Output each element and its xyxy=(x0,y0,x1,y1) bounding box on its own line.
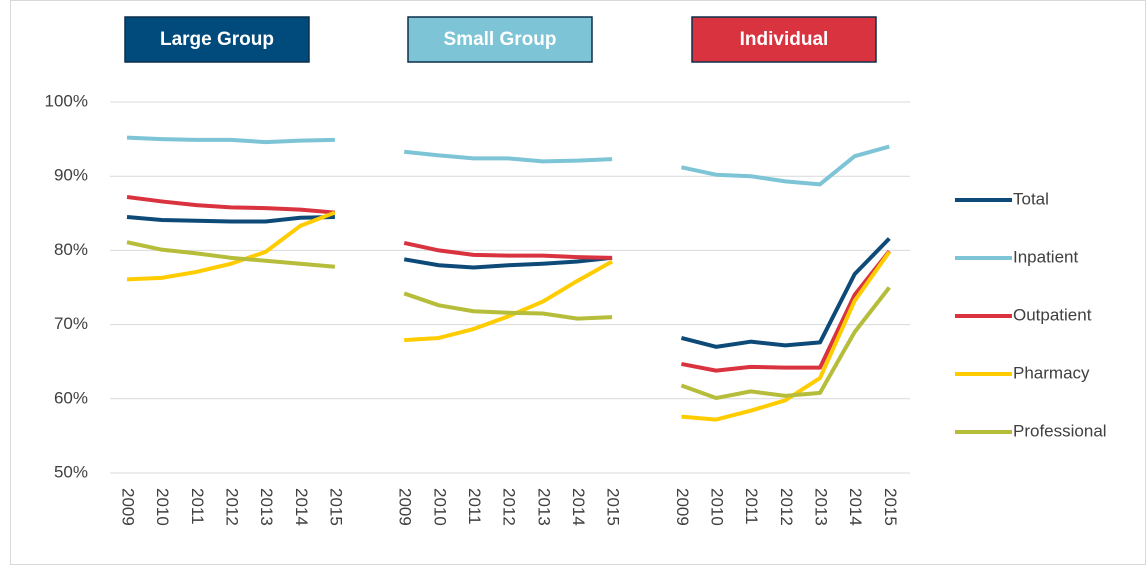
legend-label: Inpatient xyxy=(1013,247,1078,266)
x-tick-label: 2013 xyxy=(534,488,553,526)
legend-label: Pharmacy xyxy=(1013,363,1090,382)
panel-label: Individual xyxy=(740,29,829,50)
y-tick-label: 100% xyxy=(45,91,88,110)
panel-box xyxy=(124,16,310,63)
x-tick-label: 2015 xyxy=(604,488,623,526)
y-tick-label: 70% xyxy=(54,314,88,333)
x-tick-label: 2010 xyxy=(430,488,449,526)
x-tick-label: 2009 xyxy=(673,488,692,526)
y-tick-label: 50% xyxy=(54,462,88,481)
x-tick-label: 2009 xyxy=(396,488,415,526)
x-tick-label: 2012 xyxy=(500,488,519,526)
series-line xyxy=(126,194,891,373)
x-tick-label: 2011 xyxy=(188,488,207,525)
legend-label: Professional xyxy=(1013,421,1107,440)
panel-label: Small Group xyxy=(444,29,557,50)
x-tick-label: 2010 xyxy=(708,488,727,526)
x-tick-label: 2014 xyxy=(846,488,865,526)
x-tick-label: 2013 xyxy=(257,488,276,526)
series-line xyxy=(126,240,891,401)
x-tick-label: 2014 xyxy=(569,488,588,526)
x-tick-label: 2011 xyxy=(742,488,761,525)
series-line xyxy=(126,135,890,187)
legend-label: Outpatient xyxy=(1013,305,1092,324)
y-tick-label: 90% xyxy=(54,166,88,185)
series-line xyxy=(126,210,891,422)
panel-box xyxy=(407,16,593,63)
series-line xyxy=(126,215,891,349)
x-tick-label: 2015 xyxy=(326,488,345,526)
y-tick-label: 80% xyxy=(54,240,88,259)
x-tick-label: 2011 xyxy=(465,488,484,525)
legend-label: Total xyxy=(1013,189,1049,208)
x-tick-label: 2012 xyxy=(222,488,241,526)
x-tick-label: 2012 xyxy=(777,488,796,526)
x-tick-label: 2013 xyxy=(812,488,831,526)
x-tick-label: 2010 xyxy=(153,488,172,526)
panel-label: Large Group xyxy=(160,29,274,50)
y-tick-label: 60% xyxy=(54,388,88,407)
x-tick-label: 2015 xyxy=(881,488,900,526)
x-tick-label: 2014 xyxy=(292,488,311,526)
x-tick-label: 2009 xyxy=(119,488,138,526)
panel-box xyxy=(691,16,877,63)
